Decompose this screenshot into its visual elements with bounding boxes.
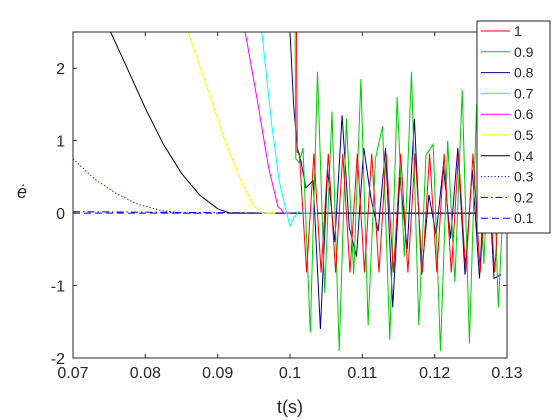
series-layer xyxy=(73,32,507,351)
series-line-1 xyxy=(296,32,503,273)
legend-label: 0.5 xyxy=(514,127,534,143)
legend-box xyxy=(476,20,551,234)
x-axis-label: t(s) xyxy=(277,397,303,417)
x-tick-label: 0.12 xyxy=(419,365,450,382)
x-tick-label: 0.07 xyxy=(57,365,88,382)
legend-label: 0.8 xyxy=(514,65,534,81)
ticks-layer: 0.07 0.08 0.09 0.1 0.11 0.12 0.13 -2 -1 0 1 2 xyxy=(51,32,523,382)
y-tick-label: -2 xyxy=(51,351,65,368)
legend-label: 0.4 xyxy=(514,148,534,164)
legend-label: 0.7 xyxy=(514,85,534,101)
legend-label: 0.3 xyxy=(514,169,534,185)
x-tick-label: 0.13 xyxy=(491,365,522,382)
x-tick-label: 0.09 xyxy=(202,365,233,382)
series-line-6 xyxy=(187,32,276,214)
series-line-7 xyxy=(110,32,507,214)
legend-label: 0.6 xyxy=(514,106,534,122)
x-tick-label: 0.08 xyxy=(130,365,161,382)
y-axis-label: ė xyxy=(17,182,27,202)
legend-label: 0.1 xyxy=(514,210,534,226)
series-line-4 xyxy=(261,32,318,228)
legend-label: 1 xyxy=(514,23,522,39)
y-tick-label: 1 xyxy=(56,134,65,151)
legend-label: 0.9 xyxy=(514,44,534,60)
x-tick-label: 0.11 xyxy=(347,365,377,382)
legend-label: 0.2 xyxy=(514,189,534,205)
series-line-2 xyxy=(294,32,507,351)
series-line-5 xyxy=(244,32,290,214)
y-tick-label: -1 xyxy=(51,279,65,296)
legend: 1 0.9 0.8 0.7 0.6 0.5 0.4 0.3 0.2 0.1 xyxy=(476,20,551,234)
series-line-3 xyxy=(289,32,502,330)
y-tick-label: 2 xyxy=(56,61,65,78)
y-tick-label: 0 xyxy=(56,206,65,223)
x-tick-label: 0.1 xyxy=(279,365,301,382)
